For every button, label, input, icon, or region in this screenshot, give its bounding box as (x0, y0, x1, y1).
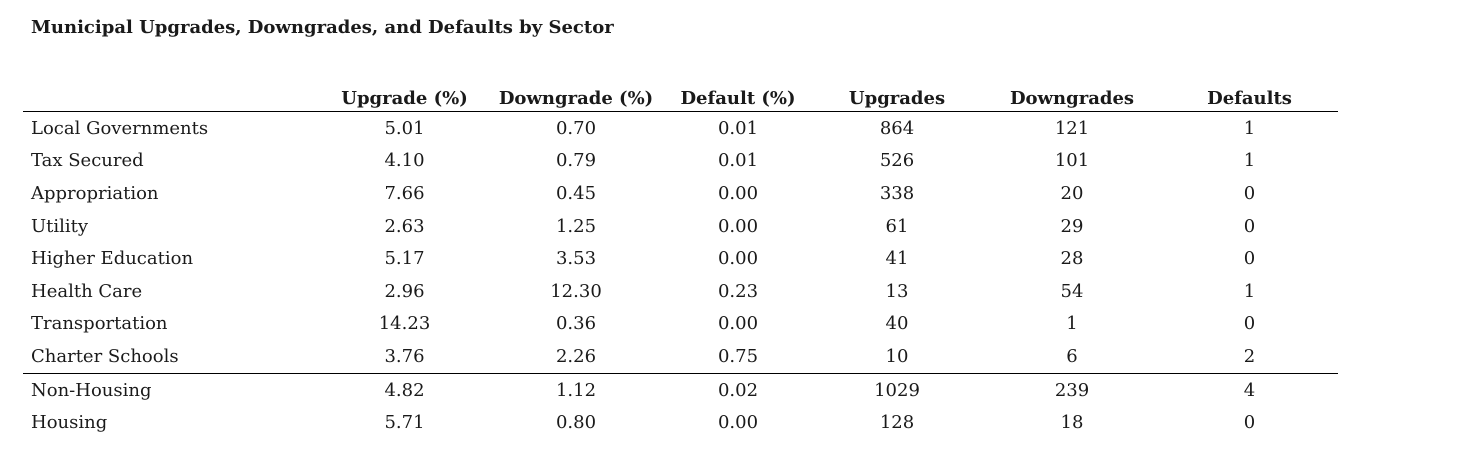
downgrade-pct-cell: 12.30 (550, 280, 602, 302)
upgrades-cell: 864 (879, 117, 915, 139)
downgrade-pct-cell: 0.36 (555, 313, 597, 335)
sector-name: Charter Schools (31, 345, 179, 367)
upgrades-cell: 13 (885, 280, 909, 302)
downgrade-pct-cell: 1.25 (555, 215, 597, 237)
downgrade-pct-cell: 3.53 (555, 248, 597, 270)
sector-name: Non-Housing (23, 372, 322, 407)
downgrade-pct-cell: 0.45 (555, 182, 597, 204)
defaults-cell: 1 (1243, 280, 1256, 302)
default-pct-cell: 0.00 (717, 215, 759, 237)
upgrade-pct-cell: 5.71 (384, 412, 425, 434)
upgrade-pct-cell: 5.01 (384, 117, 425, 139)
downgrades-cell: 239 (983, 372, 1161, 407)
sector-name: Appropriation (31, 182, 159, 204)
table-body: Local Governments 5.01 0.70 0.01 864 121 1 Tax … (23, 112, 1338, 439)
sector-name: Housing (31, 412, 108, 434)
downgrades-cell: 20 (1060, 182, 1084, 204)
upgrades-cell: 128 (879, 412, 915, 434)
upgrade-pct-cell: 14.23 (378, 313, 431, 335)
table-row: Charter Schools 3.76 2.26 0.75 10 6 2 (23, 340, 1338, 373)
table-row: Appropriation 7.66 0.45 0.00 338 20 0 (23, 177, 1338, 210)
downgrades-cell: 18 (1060, 412, 1084, 434)
downgrades-cell: 6 (1066, 345, 1078, 367)
sector-table: Upgrade (%) Downgrade (%) Default (%) Up… (23, 79, 1338, 439)
default-pct-cell: 0.00 (717, 412, 759, 434)
table-row: Tax Secured 4.10 0.79 0.01 526 101 1 (23, 145, 1338, 178)
defaults-cell: 0 (1243, 248, 1256, 270)
default-pct-cell: 0.00 (717, 248, 759, 270)
defaults-cell: 0 (1243, 412, 1256, 434)
defaults-cell: 0 (1243, 313, 1256, 335)
table-row: Non-Housing 4.82 1.12 0.02 1029 239 4 (23, 372, 1338, 407)
default-pct-cell: 0.23 (717, 280, 759, 302)
sector-name: Higher Education (31, 248, 194, 270)
default-pct-cell: 0.02 (665, 372, 811, 407)
upgrade-pct-cell: 2.63 (384, 215, 425, 237)
upgrade-pct-cell: 4.82 (322, 372, 487, 407)
header-row: Upgrade (%) Downgrade (%) Default (%) Up… (23, 79, 1338, 112)
sector-name: Transportation (31, 313, 168, 335)
defaults-cell: 4 (1161, 372, 1338, 407)
table-row: Higher Education 5.17 3.53 0.00 41 28 0 (23, 242, 1338, 275)
upgrade-pct-cell: 5.17 (384, 248, 425, 270)
downgrades-cell: 101 (1054, 150, 1090, 172)
upgrade-pct-cell: 3.76 (384, 345, 425, 367)
downgrade-pct-cell: 1.12 (487, 372, 665, 407)
upgrade-pct-cell: 2.96 (384, 280, 425, 302)
sector-name: Tax Secured (31, 150, 144, 172)
downgrade-pct-cell: 0.80 (555, 412, 597, 434)
upgrades-cell: 61 (885, 215, 909, 237)
upgrade-pct-cell: 4.10 (384, 150, 425, 172)
defaults-cell: 0 (1243, 182, 1256, 204)
upgrades-cell: 40 (885, 313, 909, 335)
downgrades-cell: 54 (1060, 280, 1084, 302)
downgrade-pct-cell: 0.79 (555, 150, 597, 172)
downgrades-cell: 29 (1060, 215, 1084, 237)
downgrade-pct-cell: 0.70 (555, 117, 597, 139)
sector-name: Utility (31, 215, 89, 237)
table-row: Utility 2.63 1.25 0.00 61 29 0 (23, 210, 1338, 243)
upgrades-cell: 10 (885, 345, 909, 367)
upgrades-cell: 41 (885, 248, 909, 270)
defaults-cell: 0 (1243, 215, 1256, 237)
default-pct-cell: 0.00 (717, 182, 759, 204)
column-header-upgrades: Upgrades (811, 79, 983, 112)
downgrades-cell: 1 (1066, 313, 1078, 335)
defaults-cell: 1 (1243, 117, 1256, 139)
default-pct-cell: 0.01 (717, 150, 759, 172)
downgrades-cell: 121 (1054, 117, 1090, 139)
column-header-downgrades: Downgrades (983, 79, 1161, 112)
column-header-defaults: Defaults (1161, 79, 1338, 112)
column-header-downgrade-pct: Downgrade (%) (487, 79, 665, 112)
table-row: Local Governments 5.01 0.70 0.01 864 121 1 (23, 112, 1338, 145)
table-row: Transportation 14.23 0.36 0.00 40 1 0 (23, 308, 1338, 341)
default-pct-cell: 0.01 (717, 117, 759, 139)
upgrades-cell: 1029 (811, 372, 983, 407)
default-pct-cell: 0.75 (717, 345, 759, 367)
sector-name: Health Care (31, 280, 143, 302)
defaults-cell: 2 (1243, 345, 1256, 367)
downgrades-cell: 28 (1060, 248, 1084, 270)
table-row: Housing 5.71 0.80 0.00 128 18 0 (23, 406, 1338, 439)
column-header-upgrade-pct: Upgrade (%) (322, 79, 487, 112)
defaults-cell: 1 (1243, 150, 1256, 172)
downgrade-pct-cell: 2.26 (555, 345, 597, 367)
sector-name: Local Governments (31, 117, 209, 139)
upgrades-cell: 526 (879, 150, 915, 172)
upgrades-cell: 338 (879, 182, 915, 204)
table-row: Health Care 2.96 12.30 0.23 13 54 1 (23, 275, 1338, 308)
column-header-default-pct: Default (%) (665, 79, 811, 112)
column-header-sector (23, 79, 322, 112)
default-pct-cell: 0.00 (717, 313, 759, 335)
table-title: Municipal Upgrades, Downgrades, and Defa… (31, 17, 614, 38)
upgrade-pct-cell: 7.66 (384, 182, 425, 204)
